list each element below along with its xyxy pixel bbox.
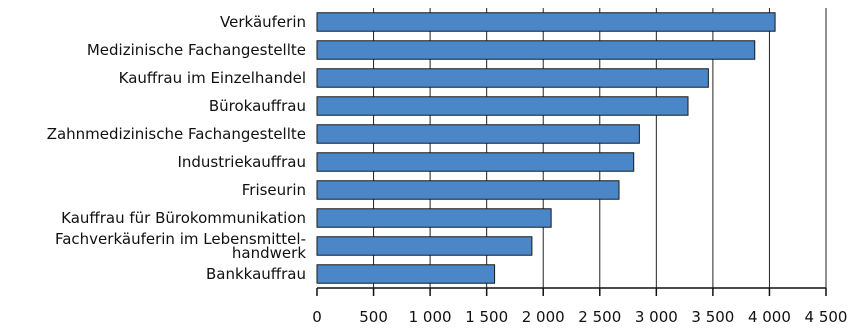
bar-0 [316,12,776,32]
x-axis-ticks: 0 500 1 000 1 500 2 000 2 500 3 000 3 500 4 000 4… [312,288,847,326]
category-label-5: Industriekauffrau [177,153,306,171]
bar-1 [316,40,756,60]
bar-2 [316,68,709,88]
bar-6 [316,180,620,200]
category-label-7: Kauffrau für Bürokommunikation [61,209,306,227]
category-labels: Verkäuferin Medizinische Fachangestellte K… [47,13,307,283]
x-tick-label-1: 500 [359,308,388,326]
bar-7 [316,208,552,228]
category-label-1: Medizinische Fachangestellte [87,41,306,59]
x-tick-label-8: 4 000 [748,308,791,326]
category-label-2: Kauffrau im Einzelhandel [119,69,306,87]
x-tick-label-4: 2 000 [522,308,565,326]
bar-5 [316,152,635,172]
category-label-6: Friseurin [242,181,306,199]
x-tick-label-3: 1 500 [465,308,508,326]
bar-9 [316,264,496,284]
bar-8 [316,236,533,256]
x-tick-label-9: 4 500 [805,308,848,326]
category-label-8: Fachverkäuferin im Lebensmittel-handwerk [55,230,306,262]
x-tick-label-5: 2 500 [578,308,621,326]
x-tick-label-2: 1 000 [409,308,452,326]
bar-4 [316,124,640,144]
category-label-9: Bankkauffrau [206,265,306,283]
category-label-0: Verkäuferin [220,13,306,31]
x-tick-label-0: 0 [312,308,322,326]
bars [316,12,776,284]
category-label-3: Bürokauffrau [209,97,306,115]
bar-3 [316,96,689,116]
x-tick-label-7: 3 500 [691,308,734,326]
category-label-4: Zahnmedizinische Fachangestellte [47,125,306,143]
x-tick-label-6: 3 000 [635,308,678,326]
